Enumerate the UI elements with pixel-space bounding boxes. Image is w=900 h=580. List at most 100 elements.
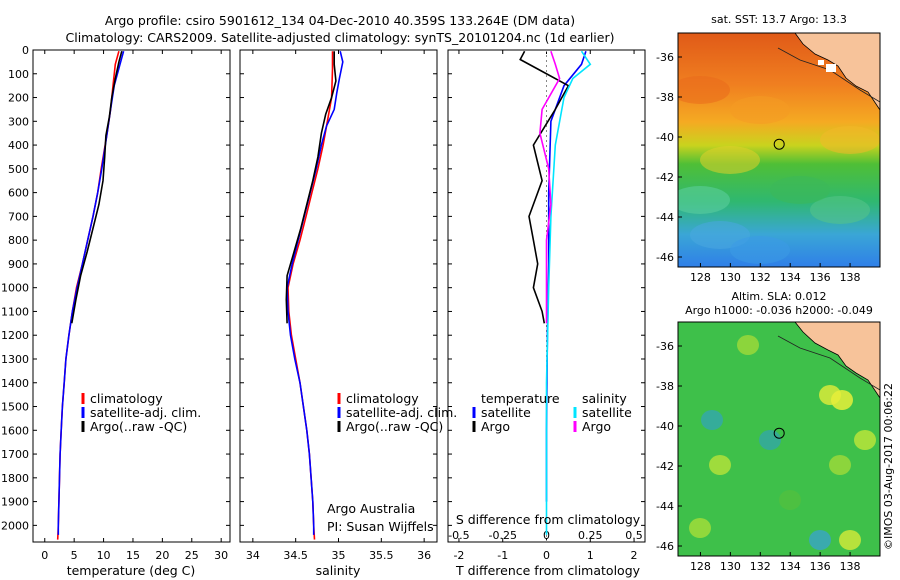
sla-field-patch xyxy=(839,530,861,550)
depth-tick-label: 500 xyxy=(8,163,29,176)
depth-tick-label: 300 xyxy=(8,115,29,128)
temperature-panel xyxy=(32,49,231,543)
x-tick-label: 25 xyxy=(185,549,199,562)
x-tick-label: 30 xyxy=(214,549,228,562)
sla-coast-line xyxy=(777,335,880,391)
map-x-tick-label: 132 xyxy=(750,560,771,573)
x-tick-label: 5 xyxy=(71,549,78,562)
map-y-tick-label: -36 xyxy=(656,340,674,353)
map-y-tick-label: -40 xyxy=(656,131,674,144)
map-y-tick-label: -38 xyxy=(656,91,674,104)
map-x-tick-label: 136 xyxy=(810,560,831,573)
s-diff-tick-label: -0.5 xyxy=(448,529,469,542)
x-tick-label: -1 xyxy=(497,549,508,562)
depth-tick-label: 600 xyxy=(8,187,29,200)
salinity-axis-label: salinity xyxy=(316,563,361,578)
sla-field-patch xyxy=(829,455,851,475)
map-y-tick-label: -38 xyxy=(656,380,674,393)
legend-argo: Argo(..raw -QC) xyxy=(90,419,187,434)
x-tick-label: 0 xyxy=(41,549,48,562)
depth-tick-label: 1200 xyxy=(1,329,29,342)
legend-temperature-heading: temperature xyxy=(481,391,560,406)
x-tick-label: -2 xyxy=(453,549,464,562)
sla-field-patch xyxy=(854,430,876,450)
legend-argo: Argo(..raw -QC) xyxy=(346,419,443,434)
s-diff-tick-label: -0.25 xyxy=(488,529,516,542)
s-diff-tick-label: 0.5 xyxy=(625,529,643,542)
map-x-tick-label: 134 xyxy=(780,560,801,573)
legend-s-argo: Argo xyxy=(582,419,611,434)
series-line-argo xyxy=(71,50,123,324)
map-x-tick-label: 138 xyxy=(840,271,861,284)
map-y-tick-label: -46 xyxy=(656,540,674,553)
sla-field-patch xyxy=(759,430,781,450)
map-y-tick-label: -46 xyxy=(656,251,674,264)
depth-tick-label: 1800 xyxy=(1,472,29,485)
depth-tick-label: 1500 xyxy=(1,401,29,414)
sla-map xyxy=(678,322,880,556)
sla-field-patch xyxy=(701,410,723,430)
depth-tick-label: 1900 xyxy=(1,496,29,509)
x-tick-label: 0 xyxy=(543,549,550,562)
sst-field-patch xyxy=(730,96,790,124)
series-line-salinity-argo xyxy=(539,50,561,324)
sst-map xyxy=(678,33,880,267)
legend-climatology: climatology xyxy=(90,391,163,406)
x-tick-label: 36 xyxy=(417,549,431,562)
series-line-salinity-satellite xyxy=(545,50,592,535)
depth-tick-label: 1300 xyxy=(1,353,29,366)
map-y-tick-label: -40 xyxy=(656,420,674,433)
x-tick-label: 10 xyxy=(97,549,111,562)
sst-field-patch xyxy=(770,176,830,204)
s-difference-axis-label: S difference from climatology xyxy=(456,512,641,527)
sla-map-frame xyxy=(677,321,881,557)
depth-tick-label: 900 xyxy=(8,258,29,271)
sla-map-subtitle: Argo h1000: -0.036 h2000: -0.049 xyxy=(685,304,873,317)
sst-field-patch xyxy=(678,76,730,104)
x-tick-label: 35 xyxy=(332,549,346,562)
sst-float-marker xyxy=(773,138,785,150)
depth-tick-label: 1600 xyxy=(1,424,29,437)
sla-field-patch xyxy=(831,390,853,410)
depth-tick-label: 1700 xyxy=(1,448,29,461)
x-tick-label: 34.5 xyxy=(283,549,308,562)
map-y-tick-label: -42 xyxy=(656,171,674,184)
sla-float-marker xyxy=(773,427,785,439)
sst-field-patch xyxy=(820,126,880,154)
legend-salinity-heading: salinity xyxy=(582,391,627,406)
legend-satellite: satellite-adj. clim. xyxy=(90,405,201,420)
depth-tick-label: 700 xyxy=(8,210,29,223)
sst-map-frame xyxy=(677,32,881,268)
map-axis-ticks: 128 130 132 134 136 138 -36 -38 -40 -42 -44 -46 128 1… xyxy=(656,51,861,573)
sla-field-patch xyxy=(779,490,801,510)
sst-field-patch xyxy=(690,221,750,249)
map-y-tick-label: -44 xyxy=(656,211,674,224)
sst-field-patch xyxy=(678,186,730,214)
depth-tick-label: 1400 xyxy=(1,377,29,390)
sst-map-title: sat. SST: 13.7 Argo: 13.3 xyxy=(711,13,847,26)
temperature-legend: climatology satellite-adj. clim. Argo(..… xyxy=(81,391,201,434)
argo-australia-note: Argo Australia xyxy=(327,501,415,516)
axis-ticks: 0100200300400500600700800900100011001200… xyxy=(1,44,645,562)
x-tick-label: 20 xyxy=(155,549,169,562)
sst-field-patch xyxy=(700,146,760,174)
x-tick-label: 1 xyxy=(587,549,594,562)
series-line-temperature-satellite xyxy=(545,50,587,502)
x-tick-label: 2 xyxy=(631,549,638,562)
map-y-tick-label: -44 xyxy=(656,500,674,513)
depth-tick-label: 200 xyxy=(8,92,29,105)
x-tick-label: 35.5 xyxy=(369,549,394,562)
series-line-satellite xyxy=(57,50,125,535)
profile-lines xyxy=(56,50,592,542)
depth-tick-label: 800 xyxy=(8,234,29,247)
salinity-panel xyxy=(239,49,438,543)
legend-t-argo: Argo xyxy=(481,419,510,434)
sla-field-patch xyxy=(689,518,711,538)
map-y-tick-label: -36 xyxy=(656,51,674,64)
legend-t-satellite: satellite xyxy=(481,405,531,420)
figure-title-line1: Argo profile: csiro 5901612_134 04-Dec-2… xyxy=(105,13,575,28)
x-tick-label: 15 xyxy=(126,549,140,562)
series-line-temperature-argo xyxy=(519,50,570,324)
sla-map-title: Altim. SLA: 0.012 xyxy=(731,290,826,303)
